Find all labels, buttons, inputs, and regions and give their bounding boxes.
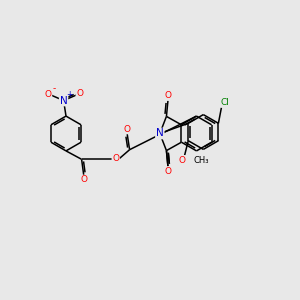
Text: O: O <box>179 156 186 165</box>
Text: O: O <box>44 90 52 99</box>
Text: -: - <box>52 84 56 93</box>
Text: O: O <box>124 124 131 134</box>
Text: O: O <box>112 154 119 163</box>
Text: O: O <box>76 89 83 98</box>
Text: N: N <box>60 95 68 106</box>
Text: CH₃: CH₃ <box>194 156 209 165</box>
Text: O: O <box>81 176 88 184</box>
Text: +: + <box>66 90 73 99</box>
Text: N: N <box>156 128 164 139</box>
Text: O: O <box>164 167 171 176</box>
Text: O: O <box>164 91 171 100</box>
Text: Cl: Cl <box>220 98 230 107</box>
